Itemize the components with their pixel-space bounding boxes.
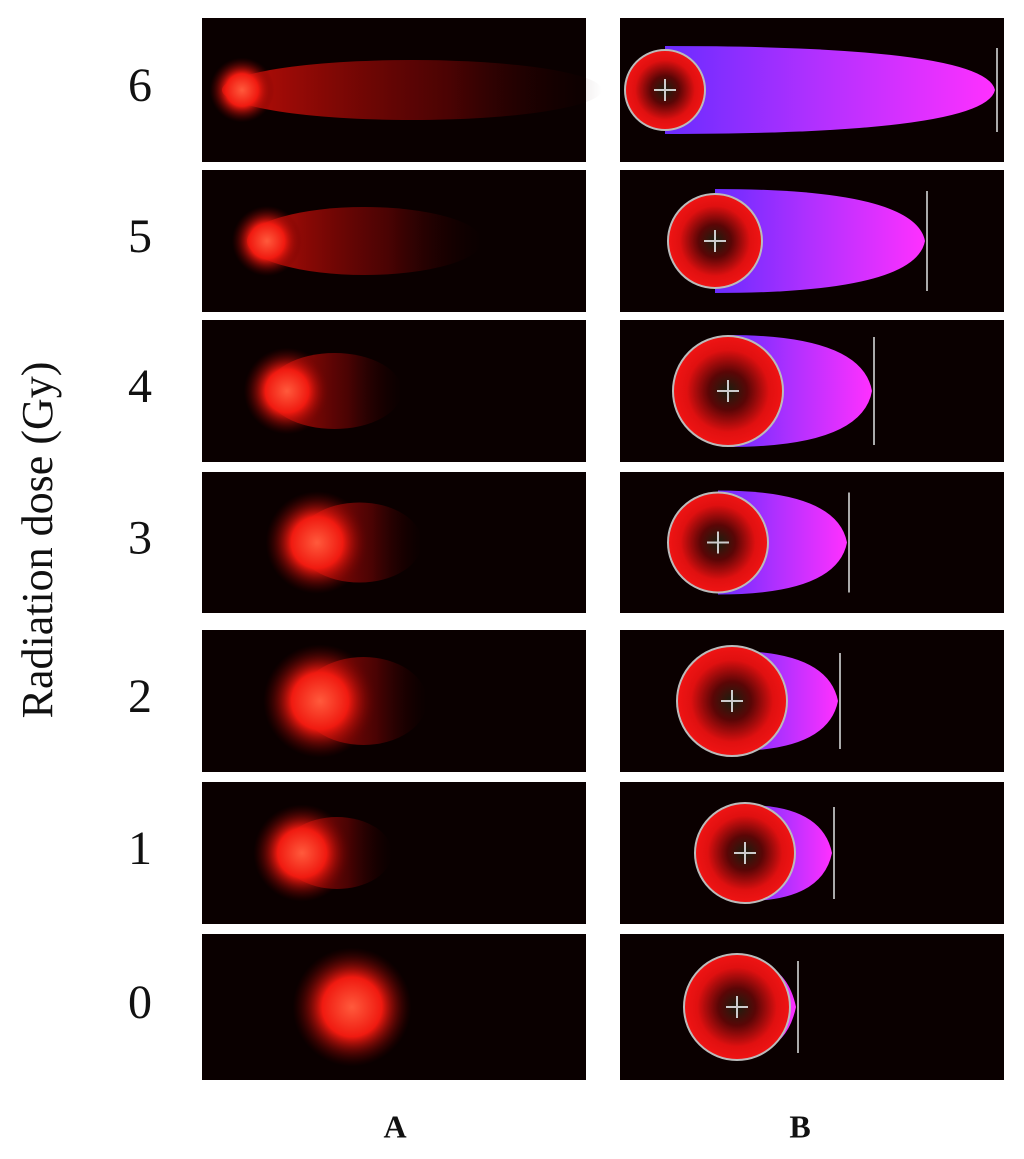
- comet-head: [253, 804, 351, 902]
- comet-head: [243, 347, 331, 435]
- row-label: 0: [128, 976, 152, 1029]
- row-label: 5: [128, 210, 152, 263]
- comet-tail: [665, 46, 995, 134]
- panel-a: [202, 630, 586, 772]
- comet-head: [231, 205, 303, 277]
- center-cross: [704, 230, 726, 252]
- panel-a: [202, 782, 586, 924]
- panel-b: [620, 782, 1004, 924]
- panel-a: [202, 18, 602, 162]
- comet-head: [292, 947, 412, 1067]
- panel-b: [620, 320, 1004, 462]
- comet-tail: [247, 207, 482, 275]
- column-label: B: [789, 1108, 810, 1144]
- panel-b: [620, 934, 1004, 1080]
- panel-background: [620, 934, 1004, 1080]
- row-label: 4: [128, 360, 152, 413]
- panel-a: [202, 934, 586, 1080]
- center-cross: [707, 531, 729, 554]
- row-label: 2: [128, 670, 152, 723]
- column-label: A: [383, 1108, 406, 1144]
- panel-b: [620, 18, 1004, 162]
- comet-head: [209, 57, 275, 123]
- center-cross: [654, 79, 676, 101]
- comet-tail: [715, 189, 925, 293]
- panel-b: [620, 630, 1004, 772]
- row-label: 1: [128, 822, 152, 875]
- center-cross: [717, 380, 739, 402]
- panel-b: [620, 170, 1004, 312]
- panel-b: [620, 472, 1004, 613]
- center-cross: [721, 690, 743, 712]
- row-label: 3: [128, 512, 152, 565]
- panel-a: [202, 170, 586, 312]
- comet-head: [263, 644, 377, 758]
- comet-head: [265, 491, 369, 594]
- center-cross: [726, 996, 748, 1018]
- center-cross: [734, 842, 756, 864]
- comet-tail: [222, 60, 602, 120]
- y-axis-label: Radiation dose (Gy): [13, 362, 62, 719]
- panel-a: [202, 472, 586, 613]
- row-label: 6: [128, 59, 152, 112]
- panel-a: [202, 320, 586, 462]
